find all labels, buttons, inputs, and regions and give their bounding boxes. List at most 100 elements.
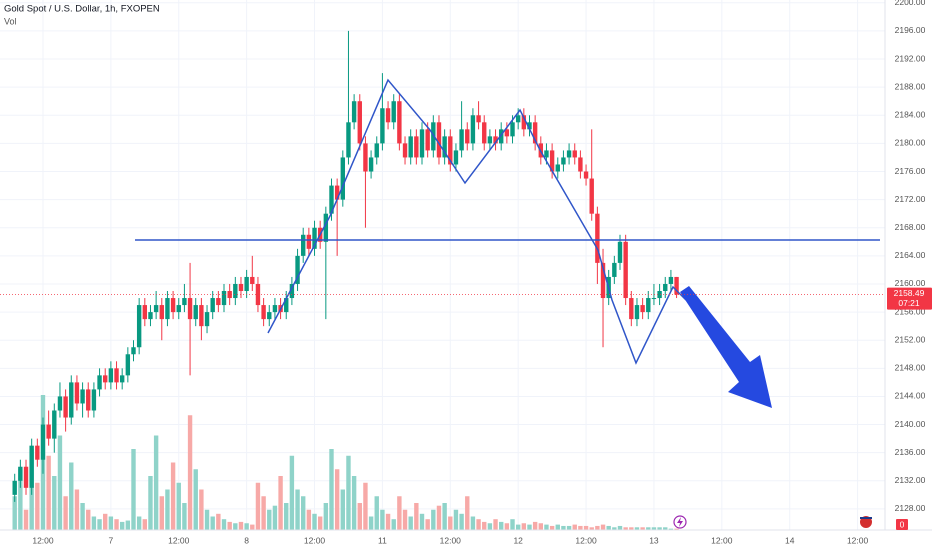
last-price-label: 2158.49 [894,288,925,298]
candle-body [651,298,657,300]
candle-body [544,150,549,158]
volume-bar [538,523,544,530]
candle-body [40,424,46,460]
volume-bar [380,509,385,530]
candle-body [114,368,119,383]
volume-bar [465,496,470,530]
volume-bar [651,527,657,530]
volume-bar [493,519,498,530]
y-tick-label: 2184.00 [895,110,926,120]
y-tick-label: 2140.00 [895,419,926,429]
volume-bar [74,489,80,530]
candle-body [159,305,164,320]
volume-bar [442,503,447,530]
candle-body [233,283,238,299]
candle-body [86,389,91,411]
candle-body [97,375,102,390]
y-tick-label: 2192.00 [895,53,926,63]
candle-body [363,143,368,172]
candle-body [108,368,114,383]
volume-bar [233,523,238,530]
candle-body [629,298,634,320]
candle-body [504,129,510,137]
volume-bar [170,462,176,530]
volume-bar [617,525,623,530]
pattern-line[interactable] [267,78,687,365]
x-tick-label: 12:00 [440,535,462,545]
candle-body [572,150,577,158]
volume-bar [419,513,425,530]
volume-bar [629,527,634,530]
candle-body [470,115,476,144]
y-tick-label: 2144.00 [895,391,926,401]
volume-bar [317,516,323,530]
volume-bar [261,496,266,530]
candle-body [80,389,85,404]
candle-body [170,298,176,313]
candle-body [148,312,153,320]
candle-body [346,122,351,158]
candle-body [465,129,470,144]
candle-body [600,262,606,299]
volume-bar [57,435,63,530]
volume-bar [289,455,295,530]
y-tick-label: 2196.00 [895,25,926,35]
volume-bar [35,482,40,530]
volume-bar [668,528,674,530]
volume-bar [52,476,57,530]
countdown-label: 07:21 [898,298,920,308]
candle-body [57,396,63,411]
candle-body [578,157,583,172]
volume-bar [510,519,515,530]
volume-bar [187,415,193,530]
volume-title: Vol [4,16,17,26]
candle-body [612,262,617,277]
volume-bar [199,489,204,530]
volume-bar [153,435,159,530]
candle-body [663,283,668,292]
candle-body [153,305,159,313]
candle-body [187,298,193,320]
candle-body [182,298,187,306]
candle-body [521,115,527,130]
candle-body [442,136,447,158]
volume-bar [227,521,232,530]
y-tick-label: 2160.00 [895,278,926,288]
volume-bar [453,509,459,530]
volume-bar [23,509,29,530]
volume-label-box [896,519,908,530]
candle-body [193,305,198,320]
candle-body [284,298,289,313]
volume-bar [46,455,51,530]
candle-body [136,305,142,348]
candle-body [272,305,278,313]
candle-body [125,354,131,376]
volume-bar [216,513,221,530]
arrow[interactable] [680,286,772,408]
candle-body [583,171,589,179]
volume-bar [114,519,119,530]
volume-bar [119,521,125,530]
volume-bar [408,516,413,530]
volume-bar [255,482,261,530]
candle-body [91,389,97,411]
candle-body [23,466,29,488]
candle-body [493,136,498,144]
volume-bar [80,503,85,530]
volume-bar [103,513,108,530]
candle-body [640,305,645,313]
volume-bar [368,516,374,530]
candle-body [306,234,312,249]
volume-bar [612,527,617,530]
candle-body [244,276,249,292]
candle-body [436,122,442,158]
volume-bar [623,527,628,530]
volume-bar [357,503,362,530]
volume-bar [306,509,312,530]
candle-body [589,178,594,214]
volume-bar [238,521,244,530]
y-tick-label: 2128.00 [895,503,926,513]
candle-body [255,283,261,306]
volume-bar [448,516,453,530]
